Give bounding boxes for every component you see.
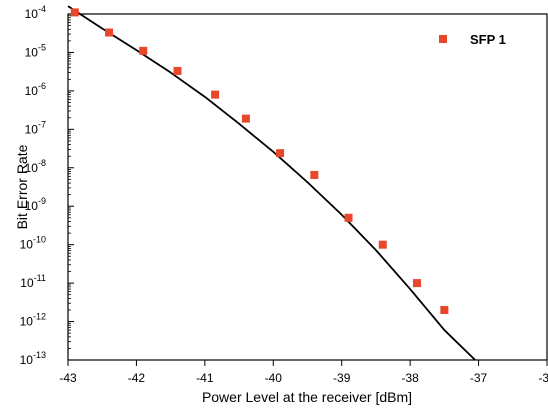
- y-tick-label: 10-11: [20, 273, 46, 290]
- plot-frame: [67, 13, 548, 361]
- y-tick-label: 10-8: [25, 158, 46, 175]
- data-point-marker: [173, 66, 182, 75]
- y-axis-ticks: 10-4 10-5 10-6 10-7 10-8 10-9 10-10 10-11 10-12 1…: [20, 4, 74, 367]
- fit-curve-layer: [67, 5, 476, 361]
- data-point-marker: [310, 170, 319, 179]
- data-point-marker: [241, 114, 250, 123]
- y-tick-label: 10-13: [20, 350, 46, 367]
- y-tick-label: 10-9: [25, 196, 46, 213]
- y-tick-label: 10-7: [25, 119, 46, 136]
- x-tick-label: -38: [401, 371, 419, 385]
- x-tick-label: -41: [196, 371, 214, 385]
- x-tick-label: -36: [538, 371, 548, 385]
- y-tick-label: 10-4: [25, 4, 46, 21]
- data-point-marker: [344, 213, 353, 222]
- legend: SFP 1: [439, 32, 506, 47]
- data-point-marker: [70, 8, 79, 17]
- data-point-marker: [440, 305, 449, 314]
- data-point-marker: [412, 279, 421, 288]
- x-tick-label: -40: [265, 371, 283, 385]
- data-point-marker: [211, 90, 220, 99]
- y-axis-label: Bit Error Rate: [14, 144, 30, 229]
- x-tick-label: -39: [333, 371, 351, 385]
- y-tick-label: 10-12: [20, 312, 46, 329]
- legend-label-sfp1: SFP 1: [470, 32, 506, 47]
- y-tick-label: 10-6: [25, 81, 46, 98]
- y-tick-label: 10-5: [25, 42, 46, 59]
- x-axis-ticks: -43 -42 -41 -40 -39 -38 -37 -36: [59, 360, 548, 385]
- fit-curve-line: [67, 5, 476, 361]
- x-tick-label: -37: [470, 371, 488, 385]
- marker-layer: [70, 8, 449, 314]
- data-point-marker: [139, 46, 148, 55]
- legend-marker-sfp1: [439, 35, 447, 43]
- x-tick-label: -42: [128, 371, 146, 385]
- x-axis-label: Power Level at the receiver [dBm]: [202, 389, 412, 405]
- y-tick-label: 10-10: [20, 235, 46, 252]
- x-tick-label: -43: [59, 371, 77, 385]
- data-point-marker: [276, 149, 285, 158]
- data-point-marker: [105, 28, 114, 37]
- data-point-marker: [378, 240, 387, 249]
